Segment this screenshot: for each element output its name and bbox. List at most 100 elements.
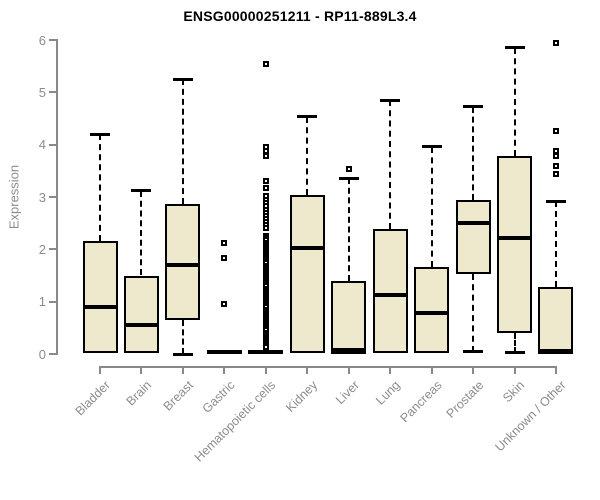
- lower-whisker-cap: [504, 351, 525, 355]
- outlier-point: [221, 255, 228, 262]
- lower-whisker-line: [181, 319, 184, 354]
- y-tick-label: 4: [38, 137, 46, 153]
- x-axis-tick: [306, 366, 309, 374]
- box: [372, 228, 408, 353]
- upper-whisker-cap: [338, 176, 359, 180]
- outlier-point: [262, 225, 269, 232]
- box: [289, 194, 325, 353]
- upper-whisker-cap: [90, 132, 110, 136]
- y-axis-line: [56, 39, 58, 355]
- x-tick-label: Pancreas: [397, 378, 445, 426]
- outlier-point: [262, 60, 269, 67]
- upper-whisker-cap: [131, 189, 152, 193]
- upper-whisker-cap: [380, 98, 401, 102]
- x-axis-tick: [264, 366, 267, 374]
- y-tick-label: 3: [38, 189, 46, 205]
- outlier-point: [552, 147, 559, 154]
- outlier-point: [221, 239, 228, 246]
- upper-whisker-line: [389, 100, 392, 229]
- upper-whisker-line: [430, 146, 433, 268]
- x-axis-tick: [140, 366, 143, 374]
- y-axis-tick: [49, 353, 56, 355]
- upper-whisker-line: [99, 134, 101, 242]
- box: [497, 156, 532, 334]
- upper-whisker-cap: [172, 77, 193, 81]
- lower-whisker-line: [513, 333, 516, 353]
- lower-whisker-line: [472, 273, 475, 352]
- y-axis-tick: [49, 39, 56, 41]
- box: [455, 200, 491, 274]
- outlier-point: [552, 163, 559, 170]
- y-axis-tick: [49, 91, 56, 94]
- outlier-point: [552, 128, 559, 135]
- median-line: [123, 323, 159, 328]
- upper-whisker-cap: [545, 199, 566, 203]
- y-tick-label: 2: [38, 241, 46, 257]
- upper-whisker-line: [181, 79, 184, 204]
- x-tick-label: Brain: [123, 378, 155, 409]
- median-line: [372, 293, 408, 298]
- upper-whisker-line: [554, 201, 557, 287]
- x-axis-tick: [513, 366, 516, 374]
- y-tick-label: 6: [38, 32, 46, 48]
- outlier-point: [262, 344, 269, 351]
- median-line: [248, 350, 284, 355]
- outlier-point: [552, 171, 559, 178]
- median-line: [455, 221, 491, 226]
- outlier-point: [262, 178, 269, 185]
- x-axis-tick: [472, 366, 475, 374]
- box: [331, 280, 367, 354]
- median-line: [414, 311, 450, 316]
- y-axis-tick: [49, 300, 56, 303]
- x-axis-tick: [223, 366, 226, 374]
- median-line: [289, 246, 325, 251]
- upper-whisker-line: [513, 47, 516, 157]
- y-axis-tick: [49, 248, 56, 251]
- outlier-point: [552, 39, 559, 46]
- x-tick-label: Prostate: [443, 378, 486, 421]
- chart-title: ENSG00000251211 - RP11-889L3.4: [183, 8, 417, 24]
- lower-whisker-cap: [463, 350, 484, 354]
- y-tick-label: 1: [38, 294, 46, 310]
- x-tick-label: Breast: [160, 378, 196, 414]
- median-line: [497, 235, 532, 240]
- upper-whisker-line: [347, 178, 350, 281]
- y-axis-tick: [49, 196, 56, 198]
- x-tick-label: Gastric: [199, 378, 238, 416]
- upper-whisker-cap: [421, 145, 442, 149]
- box: [123, 275, 159, 353]
- box: [82, 241, 118, 353]
- x-tick-label: Lung: [373, 378, 404, 408]
- median-line: [165, 263, 201, 268]
- x-axis-tick: [181, 366, 184, 374]
- x-axis-tick: [347, 366, 350, 374]
- median-line: [82, 304, 118, 309]
- x-axis-tick: [554, 366, 557, 374]
- median-line: [206, 350, 242, 355]
- box: [414, 267, 450, 353]
- outlier-point: [262, 153, 269, 160]
- upper-whisker-cap: [463, 105, 484, 109]
- median-line: [538, 349, 574, 354]
- x-tick-label: Skin: [500, 378, 528, 406]
- box: [165, 203, 201, 320]
- y-tick-label: 0: [38, 346, 46, 362]
- upper-whisker-line: [140, 190, 143, 276]
- outlier-point: [221, 300, 228, 307]
- x-axis-line: [99, 366, 557, 368]
- outlier-point: [345, 165, 352, 172]
- lower-whisker-cap: [172, 352, 193, 356]
- upper-whisker-line: [472, 106, 475, 201]
- x-axis-tick: [389, 366, 392, 374]
- x-axis-tick: [430, 366, 433, 374]
- x-tick-label: Hematopoietic cells: [192, 378, 279, 465]
- x-tick-label: Kidney: [283, 378, 321, 415]
- outlier-point: [262, 185, 269, 192]
- y-axis-tick: [49, 143, 56, 146]
- box: [538, 287, 574, 354]
- upper-whisker-line: [306, 116, 309, 195]
- median-line: [331, 348, 367, 353]
- upper-whisker-cap: [297, 115, 318, 119]
